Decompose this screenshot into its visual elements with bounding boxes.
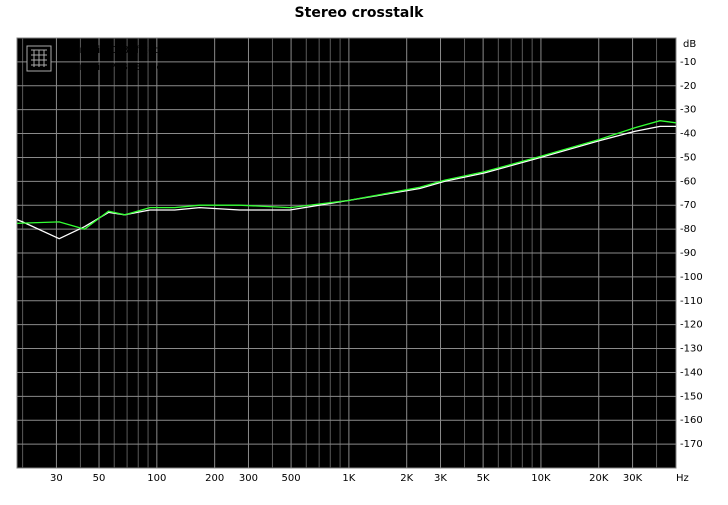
y-tick-label: -130	[680, 344, 703, 355]
x-tick-label: 20K	[589, 473, 609, 484]
y-tick-label: -30	[680, 105, 696, 116]
y-tick-label: -160	[680, 415, 703, 426]
x-tick-label: 500	[282, 473, 301, 484]
x-tick-label: 1K	[342, 473, 355, 484]
lines	[16, 120, 677, 240]
y-tick-label: -60	[680, 176, 696, 187]
y-tick-label: -170	[680, 439, 703, 450]
x-tick-label: 3K	[434, 473, 447, 484]
y-tick-label: -40	[680, 129, 696, 140]
y-tick-label: -100	[680, 272, 703, 283]
x-tick-label: 10K	[531, 473, 551, 484]
x-unit: Hz	[676, 473, 689, 484]
x-tick-label: 50	[93, 473, 106, 484]
legend-icon-grid	[31, 49, 47, 67]
y-tick-label: -120	[680, 320, 703, 331]
y-tick-label: -140	[680, 367, 703, 378]
series-line	[16, 125, 676, 240]
x-tick-label: 2K	[400, 473, 413, 484]
x-tick-label: 30K	[623, 473, 643, 484]
y-tick-label: -50	[680, 152, 696, 163]
y-tick-label: -10	[680, 57, 696, 68]
y-tick-label: -90	[680, 248, 696, 259]
y-tick-label: -150	[680, 391, 703, 402]
series-line	[16, 120, 677, 230]
legend: Sansuix CFB (fixed version) Sansuix PFB …	[26, 45, 204, 73]
y-tick-label: -80	[680, 224, 696, 235]
x-tick-label: 100	[147, 473, 166, 484]
x-tick-label: 300	[239, 473, 258, 484]
x-tick-label: 200	[205, 473, 224, 484]
legend-label: Sansuix PFB (EP version)	[67, 62, 191, 73]
y-unit: dB	[683, 39, 696, 50]
x-tick-label: 30	[50, 473, 63, 484]
grid	[17, 38, 676, 468]
y-tick-label: -70	[680, 200, 696, 211]
chart-title: Stereo crosstalk	[295, 5, 425, 21]
y-tick-label: -110	[680, 296, 703, 307]
x-tick-label: 5K	[477, 473, 490, 484]
y-tick-label: -20	[680, 81, 696, 92]
legend-label: Sansuix CFB (fixed version)	[67, 45, 204, 56]
